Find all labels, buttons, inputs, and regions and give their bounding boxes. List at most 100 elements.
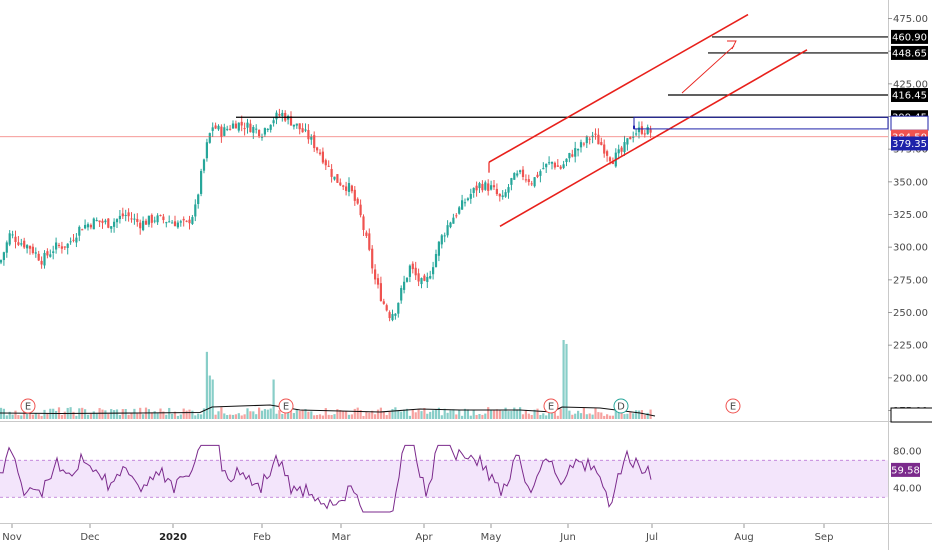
candle-body: [542, 168, 545, 170]
candle-body: [617, 149, 620, 154]
price-tick-label: 425.00: [893, 79, 928, 90]
candle-body: [461, 200, 464, 210]
volume-bar: [466, 409, 469, 419]
time-label: Jul: [645, 532, 658, 543]
volume-bar: [289, 407, 293, 419]
volume-bar: [165, 414, 168, 419]
volume-bar: [295, 409, 298, 419]
volume-bar: [252, 411, 255, 419]
volume-bar: [498, 410, 501, 419]
candle-body: [194, 204, 197, 217]
candle-body: [176, 222, 179, 228]
volume-bar: [220, 407, 223, 419]
volume-bar: [127, 414, 130, 419]
volume-bar: [597, 412, 600, 419]
volume-bar: [249, 411, 252, 419]
candle-body: [443, 235, 446, 237]
volume-bar: [510, 411, 513, 419]
volume-bar: [388, 411, 391, 419]
volume-bar: [60, 415, 63, 419]
candle-body: [269, 124, 272, 130]
candle-body: [75, 237, 78, 243]
volume-bar: [452, 409, 455, 419]
volume-bar: [272, 379, 275, 419]
volume-bar: [524, 410, 527, 419]
candle-body: [310, 136, 313, 140]
candle-body: [133, 218, 136, 220]
volume-bar: [585, 414, 588, 419]
candle-body: [5, 242, 8, 253]
volume-bar: [304, 409, 307, 419]
candle-body: [397, 302, 400, 314]
candle-body: [327, 165, 330, 167]
candle-body: [81, 229, 84, 231]
volume-bar: [391, 409, 394, 419]
volume-bar: [356, 407, 359, 419]
volume-bar: [478, 414, 481, 419]
candle-body: [185, 220, 188, 222]
volume-bar: [205, 351, 208, 419]
volume-bar: [240, 415, 243, 419]
volume-bar: [179, 414, 182, 419]
candle-body: [298, 123, 301, 130]
candle-body: [40, 260, 43, 265]
dividend-marker[interactable]: [613, 398, 629, 414]
volume-bar: [617, 411, 620, 419]
candle-body: [130, 218, 133, 220]
volume-bar: [255, 414, 258, 419]
volume-bar: [133, 408, 136, 419]
volume-bar: [359, 410, 362, 419]
volume-bar: [345, 411, 348, 419]
candle-body: [510, 178, 513, 185]
volume-bar: [176, 415, 179, 419]
earnings-marker[interactable]: [278, 398, 294, 414]
candle-body: [107, 218, 110, 228]
candle-body: [52, 251, 55, 253]
candle-body: [597, 134, 600, 145]
volume-bar: [113, 410, 116, 419]
candle-body: [292, 124, 295, 127]
candle-body: [527, 179, 530, 183]
candle-body: [275, 112, 278, 120]
volume-bar: [461, 415, 464, 419]
volume-bar: [197, 413, 200, 419]
candle-body: [330, 168, 333, 177]
candle-body: [220, 126, 223, 137]
volume-bar: [565, 343, 568, 419]
volume-bar: [26, 413, 29, 419]
candle-body: [243, 128, 246, 130]
event-marker-label: E: [25, 402, 31, 413]
volume-bar: [649, 409, 652, 419]
candle-body: [565, 158, 568, 163]
candle-body: [556, 165, 559, 167]
candle-body: [289, 116, 293, 126]
candle-body: [60, 246, 63, 249]
candle-body: [414, 267, 417, 276]
volume-bar: [603, 415, 606, 419]
volume-bar: [31, 414, 34, 419]
volume-bar: [89, 413, 92, 419]
candle-body: [301, 128, 304, 133]
volume-bar: [362, 415, 365, 419]
earnings-marker[interactable]: [543, 398, 559, 414]
volume-bar: [646, 412, 649, 419]
price-tag-label: 416.45: [892, 91, 927, 102]
candle-body: [153, 220, 156, 222]
candle-body: [121, 213, 124, 217]
earnings-marker[interactable]: [20, 398, 36, 414]
volume-bar: [577, 410, 580, 419]
volume-bar: [266, 409, 269, 419]
volume-bar: [156, 412, 159, 419]
earnings-marker[interactable]: [725, 398, 741, 414]
price-tag-label: 394.90: [892, 119, 927, 130]
volume-bar: [237, 413, 240, 419]
volume-bar: [330, 415, 333, 419]
volume-bar: [246, 408, 249, 419]
candle-body: [162, 216, 165, 221]
target-arrow-head: [727, 40, 737, 50]
time-label: Apr: [415, 532, 433, 543]
volume-bar: [159, 408, 162, 419]
candle-body: [57, 244, 61, 246]
